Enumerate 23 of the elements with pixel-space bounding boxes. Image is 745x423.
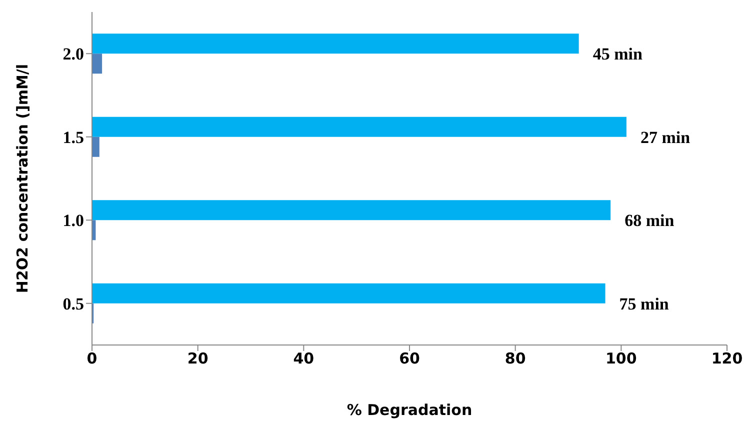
annotation: 75 min	[619, 294, 670, 314]
x-tick-label: 80	[504, 350, 526, 368]
bar	[92, 116, 626, 137]
x-tick-label: 120	[711, 350, 743, 368]
x-tick-label: 0	[86, 350, 98, 368]
y-tick-label: 1.0	[62, 211, 84, 230]
x-tick-label: 40	[293, 350, 314, 368]
bar	[92, 283, 606, 304]
x-tick-label: 100	[606, 350, 637, 368]
bar	[92, 200, 611, 220]
bar	[92, 136, 100, 157]
y-tick-label: 0.5	[62, 294, 84, 314]
y-axis-title: H2O2 concentration (]mM/l	[13, 64, 32, 294]
y-tick-label: 2.0	[62, 44, 84, 64]
annotation: 68 min	[624, 211, 675, 230]
annotation: 27 min	[640, 128, 691, 147]
x-tick-label: 60	[399, 350, 420, 368]
bar	[92, 34, 579, 54]
annotation: 45 min	[592, 44, 643, 64]
x-tick-label: 20	[187, 350, 208, 368]
bar	[92, 54, 102, 74]
y-tick-label: 1.5	[62, 128, 84, 147]
x-axis-title: % Degradation	[346, 401, 472, 419]
